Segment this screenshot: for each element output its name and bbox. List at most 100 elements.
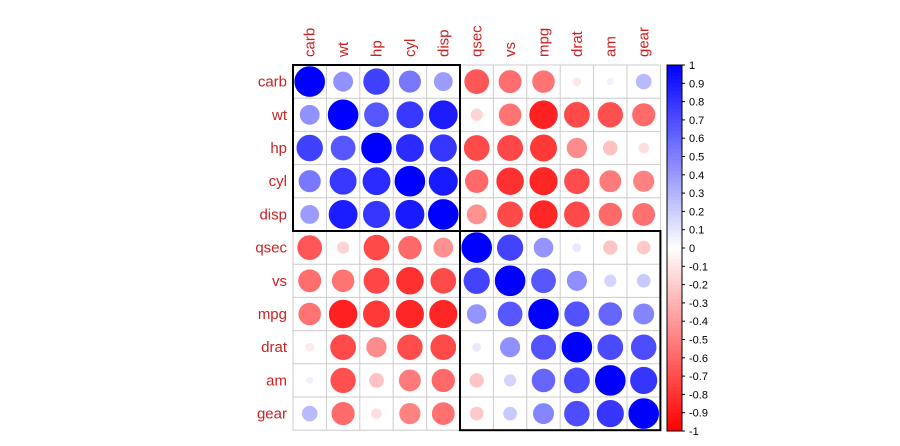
colorbar-segment xyxy=(667,291,682,296)
corr-circle-am-qsec xyxy=(468,372,485,389)
colorbar-segment xyxy=(667,255,682,260)
corr-circle-wt-hp xyxy=(363,101,390,128)
corr-circle-mpg-cyl xyxy=(395,299,425,329)
corr-circle-carb-qsec xyxy=(463,68,490,95)
corr-circle-cyl-vs xyxy=(495,166,525,196)
colorbar-segment xyxy=(667,105,682,110)
corr-circle-wt-drat xyxy=(563,101,591,129)
corr-circle-disp-disp xyxy=(427,198,460,231)
row-label-gear: gear xyxy=(257,406,287,423)
row-label-wt: wt xyxy=(271,107,288,124)
colorbar-tick-label: 0.9 xyxy=(689,78,704,90)
corr-circle-drat-mpg xyxy=(530,334,557,361)
row-label-carb: carb xyxy=(258,74,287,91)
corr-circle-wt-mpg xyxy=(528,99,559,130)
corr-circle-drat-disp xyxy=(429,333,457,361)
colorbar-segment xyxy=(667,138,682,143)
colorbar-segment xyxy=(667,185,682,190)
colorbar-segment xyxy=(667,299,682,304)
corr-circle-wt-wt xyxy=(327,98,360,131)
colorbar-tick-label: -0.2 xyxy=(689,280,708,292)
col-label-am: am xyxy=(602,36,619,57)
colorbar-tick-label: 0.4 xyxy=(689,170,704,182)
col-label-wt: wt xyxy=(335,41,352,58)
colorbar-tick-label: 0.5 xyxy=(689,152,704,164)
colorbar-segment xyxy=(667,167,682,172)
colorbar-segment xyxy=(667,394,682,399)
colorbar-segment xyxy=(667,324,682,329)
row-label-am: am xyxy=(266,372,287,389)
colorbar-tick-label: 1 xyxy=(689,60,695,72)
corr-circle-qsec-wt xyxy=(336,240,350,255)
corr-circle-drat-drat xyxy=(561,331,593,364)
colorbar-segment xyxy=(667,251,682,256)
corr-circle-disp-cyl xyxy=(394,199,426,230)
colorbar-segment xyxy=(667,258,682,264)
corr-circle-carb-disp xyxy=(433,71,454,92)
corr-circle-vs-am xyxy=(603,274,618,288)
colorbar-segment xyxy=(667,112,682,117)
corr-circle-carb-carb xyxy=(293,65,326,98)
colorbar-segment xyxy=(667,295,682,300)
corr-circle-qsec-vs xyxy=(496,233,524,262)
corr-circle-vs-mpg xyxy=(530,267,557,294)
colorbar-segment xyxy=(667,182,682,187)
colorbar-segment xyxy=(667,343,682,348)
colorbar-segment xyxy=(667,244,682,249)
corr-circle-carb-mpg xyxy=(531,69,556,94)
corr-circle-qsec-cyl xyxy=(397,235,423,260)
corr-circle-am-carb xyxy=(305,376,314,385)
corr-circle-cyl-qsec xyxy=(464,168,489,194)
colorbar-segment xyxy=(667,207,682,212)
colorbar-tick-label: -0.7 xyxy=(689,371,708,383)
colorbar-segment xyxy=(667,97,682,102)
corr-circle-disp-qsec xyxy=(466,203,488,225)
corr-circle-cyl-gear xyxy=(632,169,655,193)
colorbar-tick-label: -0.5 xyxy=(689,335,708,347)
corr-circle-mpg-disp xyxy=(428,299,458,329)
colorbar-segment xyxy=(667,280,682,285)
colorbar-segment xyxy=(667,226,682,231)
colorbar-segment xyxy=(667,160,682,165)
colorbar-segment xyxy=(667,171,682,176)
col-label-cyl: cyl xyxy=(402,39,419,57)
corr-circle-am-wt xyxy=(329,367,357,394)
colorbar-segment xyxy=(667,127,682,132)
colorbar-segment xyxy=(667,390,682,395)
colorbar-segment xyxy=(667,262,682,267)
corr-circle-vs-cyl xyxy=(395,266,425,296)
colorbar-segment xyxy=(667,361,682,366)
col-label-hp: hp xyxy=(369,40,386,57)
colorbar-segment xyxy=(667,130,682,135)
corr-circle-disp-am xyxy=(598,202,623,227)
colorbar-segment xyxy=(667,200,682,205)
colorbar-segment xyxy=(667,365,682,370)
corr-circle-wt-qsec xyxy=(469,108,484,122)
corr-circle-disp-gear xyxy=(631,202,656,227)
colorbar-segment xyxy=(667,233,682,238)
colorbar-segment xyxy=(667,65,682,70)
colorbar-tick-label: 0.8 xyxy=(689,97,704,109)
colorbar-segment xyxy=(667,317,682,322)
corr-circle-vs-vs xyxy=(494,264,527,297)
corr-circle-gear-wt xyxy=(330,401,356,426)
row-label-drat: drat xyxy=(261,339,288,356)
colorbar-segment xyxy=(667,284,682,289)
colorbar-segment xyxy=(667,79,682,84)
colorbar-segment xyxy=(667,108,682,113)
corr-circle-mpg-drat xyxy=(563,300,591,328)
corr-circle-drat-qsec xyxy=(471,342,482,353)
col-label-disp: disp xyxy=(435,29,452,57)
corr-circle-disp-wt xyxy=(328,199,359,230)
colorbar-segment xyxy=(667,149,682,154)
colorbar-segment xyxy=(667,306,682,311)
corr-circle-gear-hp xyxy=(370,407,383,420)
colorbar-segment xyxy=(667,398,682,403)
colorbar-segment xyxy=(667,354,682,359)
corr-circle-qsec-drat xyxy=(571,242,582,253)
colorbar-segment xyxy=(667,218,682,223)
colorbar-segment xyxy=(667,376,682,381)
corr-circle-cyl-drat xyxy=(563,167,591,195)
corr-circle-qsec-disp xyxy=(432,237,454,259)
